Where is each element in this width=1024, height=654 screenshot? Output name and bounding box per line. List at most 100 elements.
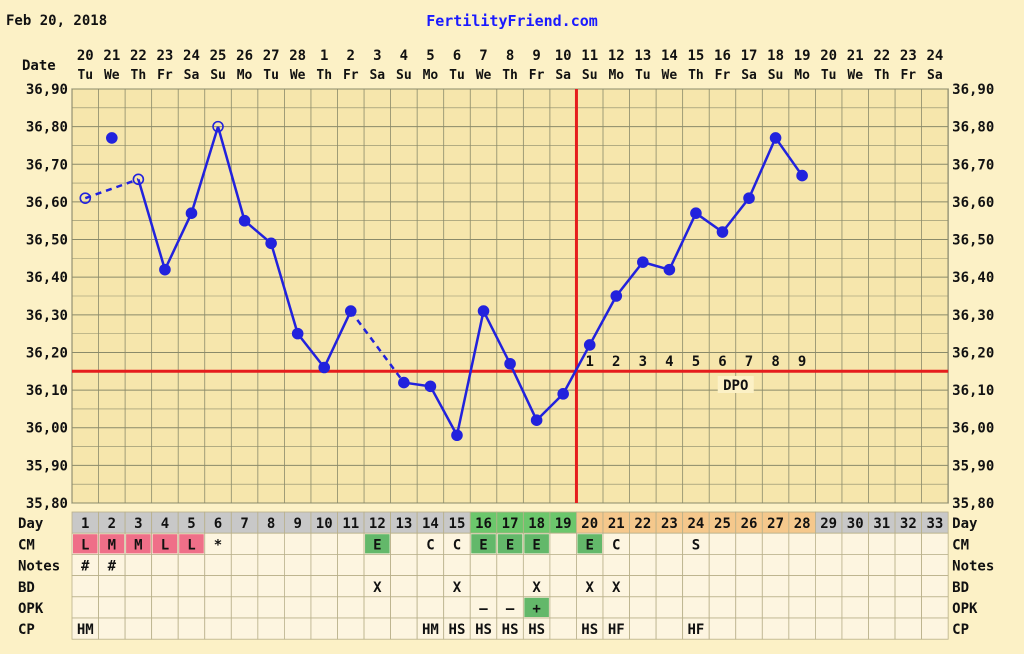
cm-cell-highlight (99, 534, 125, 554)
notes-entry: # (81, 559, 90, 575)
y-tick-label-left: 35,90 (26, 458, 68, 474)
cycle-day-number: 30 (847, 516, 864, 532)
table-cell (576, 596, 604, 619)
y-tick-label-right: 36,00 (952, 421, 994, 437)
table-cell (549, 532, 577, 555)
date-number: 17 (741, 48, 758, 64)
table-cell (788, 596, 816, 619)
table-cell (894, 617, 922, 640)
table-cell (815, 532, 843, 555)
table-cell (868, 554, 896, 577)
cm-entry: E (586, 537, 594, 553)
cm-cell-highlight (126, 534, 151, 554)
cycle-day-number: 25 (714, 516, 731, 532)
cycle-day-number: 3 (134, 516, 142, 532)
table-cell (443, 596, 471, 619)
table-cell (788, 554, 816, 577)
weekday-label: Tu (77, 68, 93, 83)
table-cell (815, 617, 843, 640)
table-cell (257, 617, 285, 640)
table-cell (788, 617, 816, 640)
table-cell (761, 532, 790, 555)
row-label-right-cm: CM (952, 537, 969, 553)
cm-entry: L (81, 537, 89, 553)
table-cell (629, 575, 657, 598)
y-tick-label-right: 36,40 (952, 270, 994, 286)
table-cell (868, 596, 896, 619)
temperature-line-segment (349, 310, 405, 384)
table-cell (390, 575, 418, 598)
cm-cell-highlight (152, 534, 178, 554)
weekday-label: We (662, 68, 678, 83)
cycle-day-number: 31 (873, 516, 890, 532)
cm-entry: C (426, 537, 434, 553)
temperature-line-segment (535, 392, 565, 422)
y-tick-label-left: 36,10 (26, 383, 68, 399)
weekday-label: Sa (555, 68, 571, 83)
cycle-day-number: 27 (767, 516, 784, 532)
cm-cell-highlight (497, 534, 523, 554)
table-cell (894, 575, 922, 598)
cp-entry: HS (528, 622, 545, 638)
temperature-line-segment (455, 310, 485, 436)
temperature-point (530, 414, 543, 427)
table-cell (257, 532, 285, 555)
date-number: 4 (400, 48, 408, 64)
cycle-day-number: 23 (661, 516, 678, 532)
bd-entry: X (586, 580, 595, 596)
y-tick-label-left: 36,00 (26, 421, 68, 437)
date-number: 14 (661, 48, 678, 64)
weekday-label: Tu (263, 68, 279, 83)
table-cell (655, 575, 684, 598)
temperature-line-segment (721, 197, 751, 233)
date-row-label: Date (22, 58, 56, 74)
table-cell (177, 554, 206, 577)
table-cell (283, 554, 312, 577)
table-cell (921, 617, 949, 640)
opk-entry: + (532, 601, 540, 617)
temperature-point (663, 263, 676, 276)
table-cell (390, 617, 418, 640)
table-cell (496, 575, 524, 598)
table-cell (416, 554, 445, 577)
fertilityfriend-link[interactable]: FertilityFriend.com (426, 12, 598, 30)
table-cell (549, 596, 577, 619)
date-number: 21 (847, 48, 864, 64)
table-cell (230, 554, 259, 577)
dpo-number: 3 (639, 354, 647, 370)
y-tick-label-right: 36,50 (952, 233, 994, 249)
temperature-line-segment (429, 385, 459, 436)
table-cell (337, 596, 365, 619)
table-cell (761, 554, 790, 577)
cm-entry: S (692, 537, 700, 553)
temperature-point (610, 290, 623, 302)
table-cell (257, 596, 285, 619)
weekday-label: Su (768, 68, 784, 83)
y-tick-label-left: 36,80 (26, 120, 68, 136)
table-cell (682, 596, 710, 619)
cycle-day-number: 17 (502, 516, 519, 532)
table-cell (363, 596, 391, 619)
date-number: 23 (156, 48, 173, 64)
date-number: 25 (210, 48, 227, 64)
weekday-label: Su (396, 68, 412, 83)
table-cell (708, 617, 737, 640)
cycle-day-number: 20 (581, 516, 598, 532)
dpo-label: DPO (723, 378, 748, 394)
table-cell (177, 617, 206, 640)
table-cell (629, 554, 657, 577)
cycle-day-number: 19 (555, 516, 572, 532)
date-header: 20Tu21We22Th23Fr24Sa25Su26Mo27Tu28We1Th2… (77, 48, 943, 83)
cycle-day-number: 14 (422, 516, 439, 532)
table-cell (124, 617, 153, 640)
cycle-day-number: 5 (187, 516, 195, 532)
cycle-day-number: 10 (316, 516, 333, 532)
cm-entry: E (479, 537, 487, 553)
table-cell (735, 617, 763, 640)
cm-entry: L (187, 537, 195, 553)
table-cell (788, 532, 816, 555)
notes-entry: # (108, 559, 117, 575)
weekday-label: Th (502, 68, 518, 83)
dpo-number: 5 (692, 354, 700, 370)
